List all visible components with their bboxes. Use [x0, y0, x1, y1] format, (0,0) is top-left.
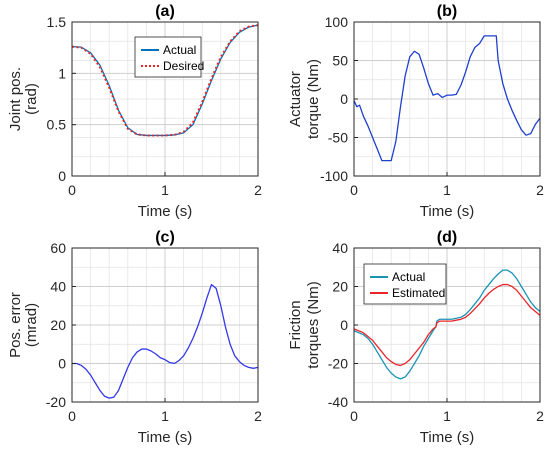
panel-title: (c): [155, 229, 175, 246]
y-tick-label: 1: [58, 65, 66, 81]
x-tick-label: 1: [443, 408, 451, 424]
y-tick-label: -40: [328, 394, 348, 410]
x-axis-label: Time (s): [420, 429, 474, 446]
y-tick-label: 40: [50, 279, 66, 295]
series-line-estimated: [353, 283, 541, 367]
y-axis-label: torques (Nm): [305, 281, 322, 369]
y-tick-label: 0: [58, 168, 66, 184]
y-tick-label: -20: [328, 356, 348, 372]
panel-b: 0 1 2 -100 -50 0 50 100 (b) Time (s) Actuator torqu…: [287, 3, 544, 220]
y-tick-label: 0: [340, 317, 348, 333]
y-tick-label: 50: [332, 53, 348, 69]
x-tick-label: 2: [536, 182, 544, 198]
y-tick-label: -20: [46, 394, 66, 410]
x-tick-label: 0: [350, 408, 358, 424]
panel-title: (b): [437, 3, 457, 20]
x-tick-label: 1: [161, 182, 169, 198]
y-tick-label: -100: [320, 168, 348, 184]
legend-box: [363, 263, 447, 305]
y-tick-label: 1.5: [47, 14, 67, 30]
x-tick-label: 2: [254, 182, 262, 198]
x-tick-label: 2: [536, 408, 544, 424]
y-tick-label: 60: [50, 240, 66, 256]
y-axis-label: Pos. error: [7, 292, 24, 358]
x-axis-label: Time (s): [138, 429, 192, 446]
x-axis-label: Time (s): [420, 203, 474, 220]
y-tick-label: 100: [325, 14, 349, 30]
panel-title: (d): [437, 229, 457, 246]
panel-title: (a): [155, 3, 175, 20]
y-tick-label: -50: [328, 130, 348, 146]
series-line-main: [72, 283, 259, 399]
series-line-main: [353, 35, 541, 162]
x-tick-label: 2: [254, 408, 262, 424]
y-axis-label: (mrad): [23, 303, 40, 347]
y-tick-label: 20: [332, 279, 348, 295]
y-axis-label: Friction: [287, 300, 304, 349]
x-tick-label: 0: [350, 182, 358, 198]
y-tick-label: 0: [58, 356, 66, 372]
x-axis-label: Time (s): [138, 203, 192, 220]
y-tick-label: 0: [340, 91, 348, 107]
y-axis-label: Actuator: [287, 71, 304, 127]
legend: Actual Estimated: [363, 263, 447, 305]
series-line-actual: [353, 269, 541, 380]
y-tick-label: 0.5: [47, 117, 67, 133]
legend-box: [134, 36, 202, 78]
legend-label: Actual: [392, 270, 425, 284]
panel-d: 0 1 2 -40 -20 0 20 40 (d) Time (s) Friction torques…: [287, 229, 544, 446]
y-axis-label: (rad): [23, 83, 40, 115]
y-axis-label: torque (Nm): [305, 59, 322, 139]
x-tick-label: 1: [443, 182, 451, 198]
x-tick-label: 1: [161, 408, 169, 424]
y-tick-label: 20: [50, 317, 66, 333]
legend-label: Desired: [163, 59, 204, 73]
panel-a: 0 1 2 0 0.5 1 1.5 (a) Time (s) Joint pos. (rad) Act…: [7, 3, 262, 220]
x-tick-label: 0: [68, 408, 76, 424]
y-tick-label: 40: [332, 240, 348, 256]
legend-label: Estimated: [392, 286, 445, 300]
y-axis-label: Joint pos.: [7, 67, 24, 131]
legend: Actual Desired: [134, 36, 204, 78]
legend-label: Actual: [163, 43, 196, 57]
x-tick-label: 0: [68, 182, 76, 198]
